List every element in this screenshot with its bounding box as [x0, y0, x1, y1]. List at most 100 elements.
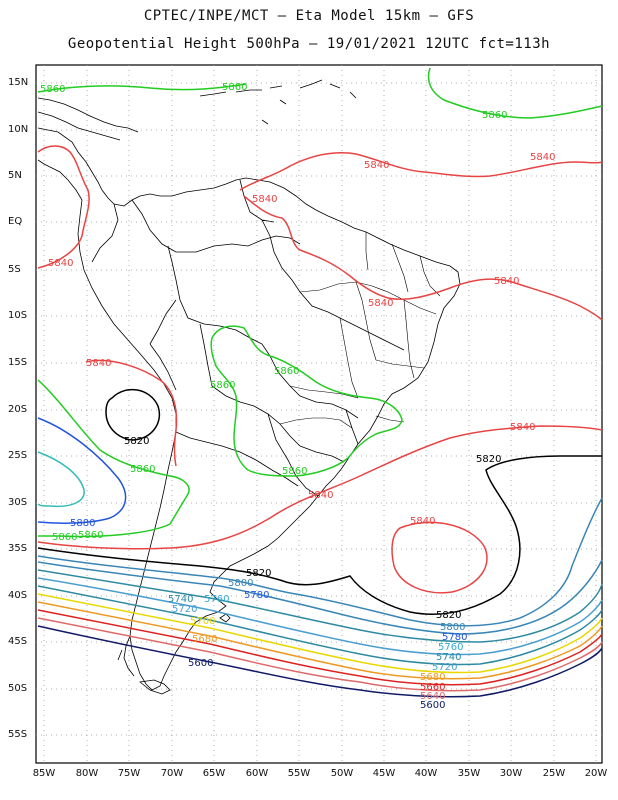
central-america-coastline — [37, 97, 139, 133]
latitude-label: 10N — [8, 124, 29, 135]
contour-5680 — [37, 601, 603, 680]
contour-label: 5780 — [442, 632, 467, 643]
contour-5840-equatorial — [239, 151, 603, 191]
contour-label: 5840 — [86, 358, 111, 369]
contour-label: 5840 — [510, 422, 535, 433]
coastlines-and-borders — [37, 79, 461, 695]
contour-label: 5700 — [190, 616, 215, 627]
contour-label: 5760 — [438, 642, 463, 653]
latitude-label: 5N — [8, 170, 22, 181]
contour-5840-atlantic-high — [391, 521, 488, 594]
contour-label: 5860 — [210, 380, 235, 391]
contour-5840-amazon — [243, 195, 603, 321]
brazil-state-borders — [279, 232, 441, 429]
contour-label: 5840 — [494, 276, 519, 287]
latitude-label: 35S — [8, 543, 28, 554]
contour-5740 — [37, 577, 603, 656]
contour-label: 5680 — [420, 672, 445, 683]
latitude-label: EQ — [8, 216, 23, 227]
contour-label: 5840 — [48, 258, 73, 269]
contour-label: 5860 — [78, 530, 103, 541]
caribbean-islands — [199, 79, 357, 125]
contour-5640 — [37, 617, 603, 692]
contour-label: 5820 — [124, 436, 149, 447]
contour-label: 5680 — [192, 634, 217, 645]
contour-5860-northeast — [427, 67, 603, 119]
contour-cyan-west — [37, 451, 85, 508]
tierra-del-fuego — [139, 679, 171, 695]
contour-label: 5760 — [204, 594, 229, 605]
contour-label: 5880 — [70, 518, 95, 529]
central-america-coast-south — [37, 111, 121, 141]
longitude-label: 60W — [245, 768, 269, 779]
longitude-label: 20W — [584, 768, 608, 779]
map-title-line-1: CPTEC/INPE/MCT – Eta Model 15km – GFS — [143, 8, 475, 24]
contour-label: 5860 — [222, 82, 247, 93]
contour-label: 5860 — [40, 84, 65, 95]
height-contours — [37, 67, 603, 698]
contour-label: 5660 — [420, 682, 445, 693]
contour-label: 5860 — [482, 110, 507, 121]
contour-label: 5600 — [420, 700, 445, 711]
contour-5780 — [37, 559, 603, 635]
contour-5760 — [37, 569, 603, 643]
contour-5660 — [37, 609, 603, 686]
contour-5860-north — [37, 83, 247, 93]
contour-label: 5640 — [420, 691, 445, 702]
lat-lon-grid — [36, 65, 602, 763]
longitude-label: 45W — [372, 768, 396, 779]
longitude-label: 85W — [32, 768, 56, 779]
contour-5720 — [37, 585, 603, 666]
latitude-label: 55S — [8, 729, 28, 740]
latitude-label: 10S — [8, 310, 28, 321]
map-frame — [35, 64, 603, 764]
latitude-label: 45S — [8, 636, 28, 647]
latitude-label: 40S — [8, 590, 28, 601]
contour-5840-south — [37, 425, 603, 550]
contour-5820-south — [37, 455, 602, 615]
contour-label: 5720 — [432, 662, 457, 673]
chile-coast-islands — [117, 635, 135, 677]
contour-label: 5840 — [364, 160, 389, 171]
contour-5820-pacific-low — [105, 388, 161, 441]
contour-label: 5800 — [228, 578, 253, 589]
latitude-label: 20S — [8, 404, 28, 415]
latitude-label: 15S — [8, 357, 28, 368]
contour-label: 5860 — [274, 366, 299, 377]
latitude-label: 25S — [8, 450, 28, 461]
contour-5860-west — [37, 379, 190, 538]
contour-label: 5800 — [440, 622, 465, 633]
longitude-label: 40W — [414, 768, 438, 779]
contour-label: 5740 — [436, 652, 461, 663]
longitude-label: 30W — [499, 768, 523, 779]
contour-5840-pacific — [85, 359, 178, 467]
longitude-label: 65W — [202, 768, 226, 779]
contour-label: 5860 — [52, 532, 77, 543]
contour-label: 5860 — [282, 466, 307, 477]
latitude-label: 5S — [8, 264, 21, 275]
contour-label: 5740 — [168, 594, 193, 605]
contour-5600 — [37, 625, 603, 698]
contour-labels: 5860 5860 5860 5840 5840 5840 5840 5840 … — [40, 82, 555, 711]
longitude-label: 35W — [457, 768, 481, 779]
contour-label: 5780 — [244, 590, 269, 601]
latitude-label: 50S — [8, 683, 28, 694]
longitude-label: 25W — [542, 768, 566, 779]
contour-label: 5860 — [130, 464, 155, 475]
contour-label: 5840 — [410, 516, 435, 527]
contour-label: 5820 — [476, 454, 501, 465]
contour-5700 — [37, 593, 603, 674]
contour-5840-north — [37, 145, 90, 269]
contour-label: 5840 — [252, 194, 277, 205]
contour-label: 5840 — [368, 298, 393, 309]
contour-5880-west — [37, 417, 127, 524]
contour-label: 5820 — [436, 610, 461, 621]
contour-5860-continental — [210, 325, 403, 477]
map-title-line-2: Geopotential Height 500hPa – 19/01/2021 … — [67, 36, 551, 52]
contour-label: 5840 — [530, 152, 555, 163]
longitude-label: 75W — [117, 768, 141, 779]
longitude-label: 70W — [160, 768, 184, 779]
contour-label: 5600 — [188, 658, 213, 669]
falkland-islands — [219, 613, 231, 623]
